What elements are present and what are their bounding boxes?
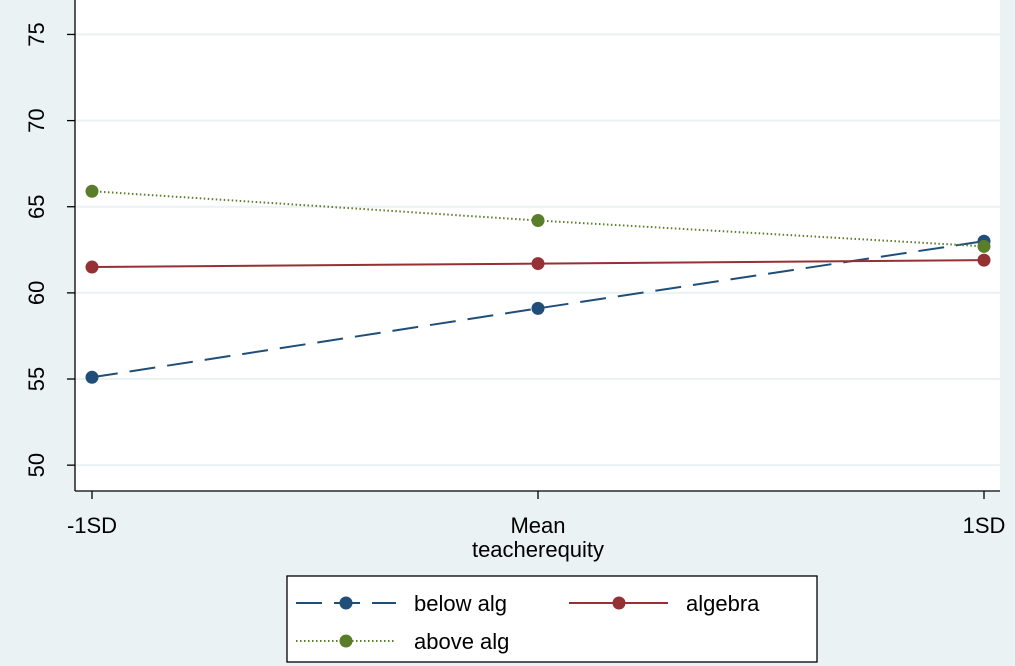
legend: below alg algebra above alg [286,575,818,663]
data-point [977,239,991,253]
y-tick-label: 75 [24,22,49,46]
legend-marker [339,634,353,648]
x-axis-title: teacherequity [472,537,604,562]
legend-label: algebra [686,591,760,616]
legend-label: above alg [414,629,509,654]
x-tick-label: Mean [510,513,565,538]
data-point [85,370,99,384]
data-point [977,253,991,267]
legend-label: below alg [414,591,507,616]
x-tick-label: 1SD [963,513,1006,538]
data-point [85,184,99,198]
legend-marker [612,596,626,610]
x-tick-label: -1SD [67,513,117,538]
y-tick-label: 70 [24,108,49,132]
legend-item: algebra [569,591,760,616]
legend-marker [339,596,353,610]
data-point [85,260,99,274]
y-tick-label: 55 [24,367,49,391]
plot-area [75,0,1000,491]
y-tick-label: 50 [24,453,49,477]
legend-item: below alg [296,591,507,616]
data-point [531,257,545,271]
y-tick-label: 65 [24,194,49,218]
data-point [531,301,545,315]
data-point [531,214,545,228]
series-line-2 [91,190,985,248]
legend-box [286,575,818,663]
legend-item: above alg [296,629,509,654]
y-tick-label: 60 [24,281,49,305]
